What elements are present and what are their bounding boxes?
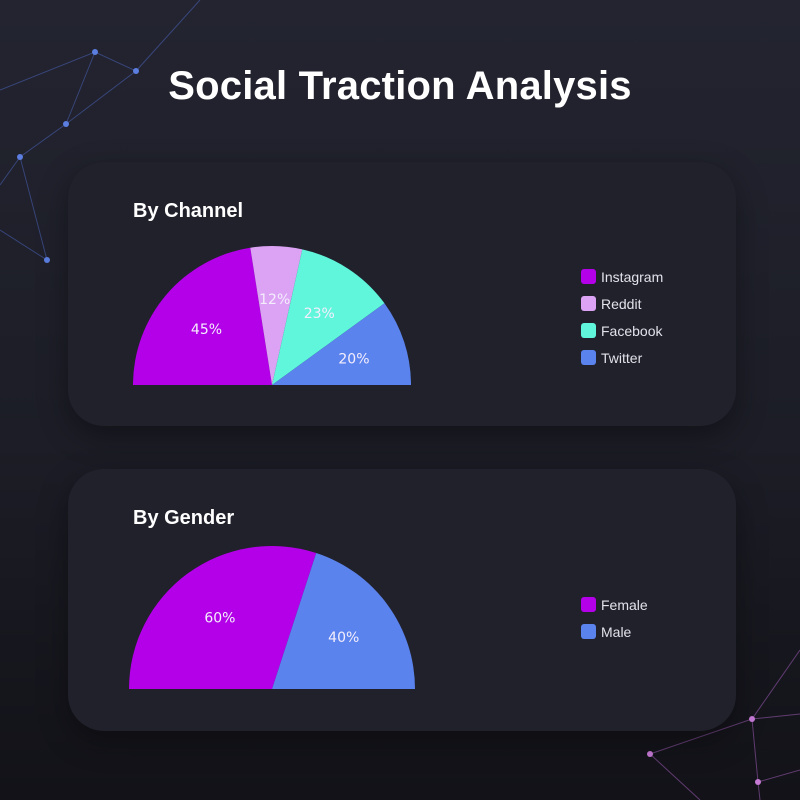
legend-item-twitter: Twitter [581,344,663,371]
legend-item-instagram: Instagram [581,263,663,290]
slice-label-reddit: 12% [259,292,290,308]
legend-item-reddit: Reddit [581,290,663,317]
legend-label-male: Male [601,623,632,640]
legend-swatch-male [581,624,596,639]
slice-label-female: 60% [204,610,235,626]
slice-reddit [250,246,303,385]
channel-pie-chart: 45% 12% 23% 20% [133,246,411,385]
legend-swatch-instagram [581,269,596,284]
legend-label-instagram: Instagram [601,268,664,285]
slice-label-facebook: 23% [304,306,335,322]
channel-legend: Instagram Reddit Facebook Twitter [581,263,663,371]
gender-legend: Female Male [581,591,648,645]
channel-chart-card: By Channel 45% 12% 23% 20% Instagram Reddit F… [68,162,736,426]
gender-chart-card: By Gender 60% 40% Female Male [68,469,736,731]
slice-label-instagram: 45% [191,322,222,338]
channel-chart-title: By Channel [133,200,244,222]
legend-label-twitter: Twitter [601,349,643,366]
slice-facebook [272,249,385,385]
slice-label-male: 40% [328,630,359,646]
legend-item-facebook: Facebook [581,317,663,344]
gender-chart-title: By Gender [133,507,235,529]
slice-twitter [272,303,411,385]
gender-pie-chart: 60% 40% [129,546,415,689]
legend-label-facebook: Facebook [601,322,663,339]
legend-label-female: Female [601,596,648,613]
legend-item-male: Male [581,618,648,645]
slice-female [129,546,317,689]
legend-swatch-twitter [581,350,596,365]
slice-male [272,553,415,689]
slice-label-twitter: 20% [338,351,369,367]
legend-item-female: Female [581,591,648,618]
legend-swatch-reddit [581,296,596,311]
legend-swatch-facebook [581,323,596,338]
slice-instagram [133,247,272,385]
legend-swatch-female [581,597,596,612]
page-title: Social Traction Analysis [168,64,632,108]
legend-label-reddit: Reddit [601,295,642,312]
